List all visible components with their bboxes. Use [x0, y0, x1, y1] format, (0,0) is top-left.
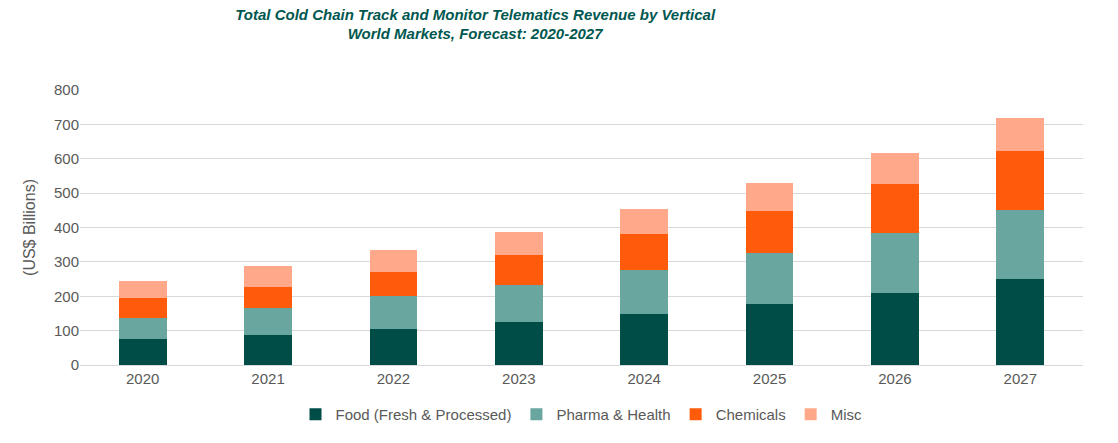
- svg-text:(US$ Billions): (US$ Billions): [21, 179, 38, 276]
- svg-text:2021: 2021: [251, 370, 284, 387]
- svg-text:2023: 2023: [502, 370, 535, 387]
- svg-text:600: 600: [54, 150, 79, 167]
- svg-text:2025: 2025: [753, 370, 786, 387]
- svg-text:2022: 2022: [377, 370, 410, 387]
- svg-text:400: 400: [54, 219, 79, 236]
- svg-text:800: 800: [54, 81, 79, 98]
- svg-text:Chemicals: Chemicals: [716, 406, 786, 423]
- svg-text:Pharma & Health: Pharma & Health: [556, 406, 670, 423]
- svg-text:300: 300: [54, 253, 79, 270]
- svg-text:2026: 2026: [878, 370, 911, 387]
- svg-text:700: 700: [54, 116, 79, 133]
- svg-text:2020: 2020: [126, 370, 159, 387]
- svg-text:Misc: Misc: [831, 406, 862, 423]
- svg-text:2024: 2024: [628, 370, 661, 387]
- svg-text:100: 100: [54, 322, 79, 339]
- svg-text:Food (Fresh & Processed): Food (Fresh & Processed): [336, 406, 512, 423]
- svg-text:500: 500: [54, 184, 79, 201]
- svg-text:200: 200: [54, 288, 79, 305]
- svg-text:Total Cold Chain Track and Mon: Total Cold Chain Track and Monitor Telem…: [235, 6, 716, 43]
- svg-text:2027: 2027: [1004, 370, 1037, 387]
- svg-text:0: 0: [71, 356, 79, 373]
